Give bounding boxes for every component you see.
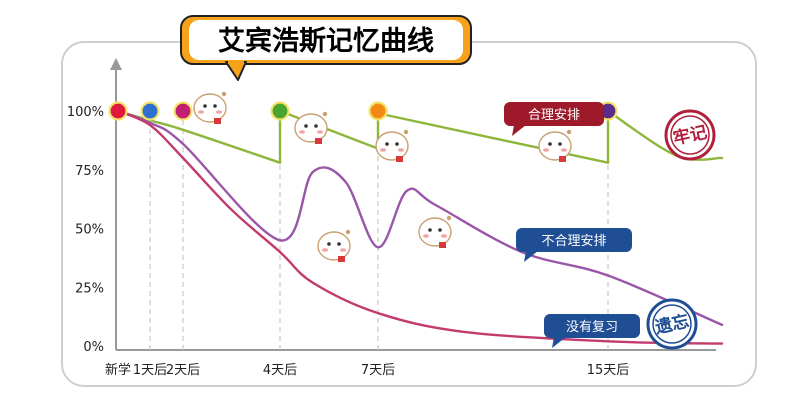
mascot-head: [418, 217, 452, 247]
mascot-eye: [428, 228, 432, 232]
mascot-cheek: [322, 248, 328, 252]
mascot-sprout: [322, 111, 328, 117]
mascot-head: [375, 131, 409, 161]
mascot-face-icon: [418, 215, 452, 248]
mascot-cheek: [299, 130, 305, 134]
y-axis-arrow: [110, 58, 122, 70]
mascot-eye: [438, 228, 442, 232]
mascot-face-icon: [538, 129, 572, 162]
mascot-book: [559, 156, 566, 162]
mascot-eye: [548, 142, 552, 146]
review-point: [270, 101, 290, 121]
mascot-cheek: [561, 148, 567, 152]
callout-box: [504, 102, 604, 126]
series-line-1: [116, 109, 724, 327]
mascot-cheek: [340, 248, 346, 252]
series-label: 不合理安排: [541, 234, 606, 249]
mascot-cheek: [398, 148, 404, 152]
series-label: 没有复习: [566, 320, 618, 335]
x-tick-label: 1天后: [133, 363, 167, 378]
mascot-sprout: [221, 91, 227, 97]
mascot-cheek: [317, 130, 323, 134]
mascot-eye: [337, 242, 341, 246]
callout-tail: [512, 125, 526, 136]
series-callout-1: 不合理安排: [516, 228, 632, 262]
mascot-book: [439, 242, 446, 248]
x-tick-label: 15天后: [587, 363, 630, 378]
x-tick-label: 2天后: [166, 363, 200, 378]
series-label: 合理安排: [528, 108, 580, 123]
mascot-eye: [395, 142, 399, 146]
callout-box: [516, 228, 632, 252]
chart-title: 艾宾浩斯记忆曲线: [218, 25, 434, 57]
review-point: [108, 101, 128, 121]
mascot-eye: [314, 124, 318, 128]
y-tick-label: 100%: [67, 105, 104, 120]
series-line-0: [116, 109, 724, 164]
mascot-book: [315, 138, 322, 144]
series-callout-0: 合理安排: [504, 102, 604, 136]
mascot-face-icon: [193, 91, 227, 124]
y-tick-label: 0%: [83, 340, 104, 355]
mascot-face-icon: [317, 229, 351, 262]
y-tick-label: 50%: [75, 223, 104, 238]
mascot-eye: [203, 104, 207, 108]
mascot-sprout: [403, 129, 409, 135]
mascot-sprout: [345, 229, 351, 235]
x-tick-label: 7天后: [361, 363, 395, 378]
mascot-book: [214, 118, 221, 124]
mascot-book: [338, 256, 345, 262]
callout-tail: [524, 251, 538, 262]
mascot-eye: [385, 142, 389, 146]
series-callout-2: 没有复习: [544, 314, 640, 348]
mascot-cheek: [216, 110, 222, 114]
stamp-remember: 牢记: [664, 109, 716, 161]
mascot-head: [294, 113, 328, 143]
y-tick-label: 75%: [75, 164, 104, 179]
review-point: [140, 101, 160, 121]
mascot-head: [538, 131, 572, 161]
mascot-eye: [558, 142, 562, 146]
callout-box: [544, 314, 640, 338]
mascot-book: [396, 156, 403, 162]
mascot-sprout: [446, 215, 452, 221]
mascot-eye: [304, 124, 308, 128]
mascot-face-icon: [375, 129, 409, 162]
mascot-cheek: [423, 234, 429, 238]
title-banner: 艾宾浩斯记忆曲线: [180, 15, 472, 81]
review-point: [173, 101, 193, 121]
x-tick-label: 4天后: [263, 363, 297, 378]
callout-tail: [552, 337, 566, 348]
x-tick-label: 新学: [105, 362, 131, 378]
mascot-cheek: [380, 148, 386, 152]
y-tick-label: 25%: [75, 281, 104, 296]
mascot-eye: [327, 242, 331, 246]
review-point: [368, 101, 388, 121]
mascot-face-icon: [294, 111, 328, 144]
series-line-2: [116, 109, 724, 345]
mascot-sprout: [566, 129, 572, 135]
stamp-forget: 遗忘: [646, 298, 698, 350]
mascot-head: [193, 93, 227, 123]
mascot-cheek: [543, 148, 549, 152]
mascot-eye: [213, 104, 217, 108]
mascot-head: [317, 231, 351, 261]
mascot-cheek: [441, 234, 447, 238]
mascot-cheek: [198, 110, 204, 114]
